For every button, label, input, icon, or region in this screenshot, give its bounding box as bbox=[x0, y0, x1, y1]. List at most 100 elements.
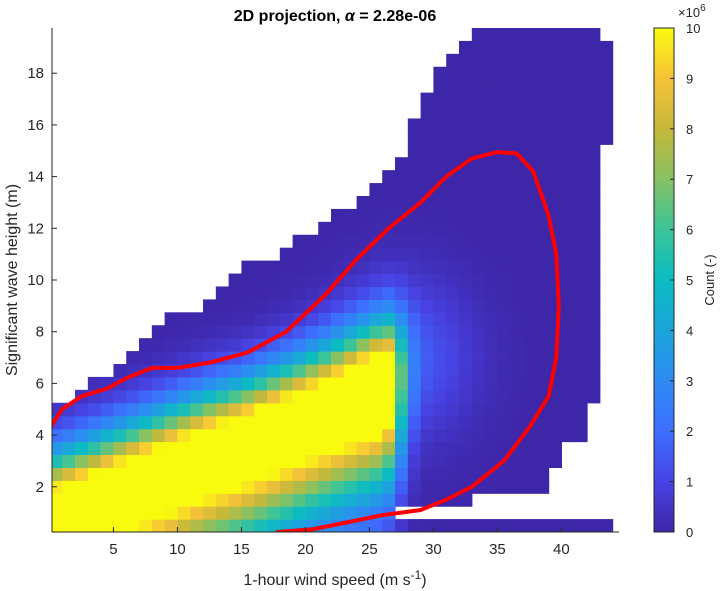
heatmap-cell bbox=[382, 376, 396, 391]
heatmap-cell bbox=[113, 506, 127, 520]
heatmap-cell bbox=[343, 389, 358, 404]
heatmap-cell bbox=[548, 118, 562, 132]
heatmap-cell bbox=[356, 415, 371, 430]
heatmap-cell bbox=[420, 402, 435, 417]
heatmap-cell bbox=[446, 234, 460, 249]
heatmap-cell bbox=[151, 402, 166, 417]
colorbar-tick-label: 3 bbox=[686, 374, 693, 389]
heatmap-cell bbox=[241, 428, 255, 443]
heatmap-cell bbox=[113, 467, 127, 481]
heatmap-cell bbox=[267, 454, 281, 468]
heatmap-cell bbox=[305, 493, 319, 507]
heatmap-cell bbox=[62, 454, 76, 468]
heatmap-cell bbox=[420, 260, 435, 275]
heatmap-cell bbox=[574, 221, 588, 236]
heatmap-cell bbox=[331, 376, 345, 391]
heatmap-cell bbox=[574, 299, 588, 313]
heatmap-cell bbox=[459, 325, 473, 339]
chart-title: 2D projection, α = 2.28e-06 bbox=[234, 8, 437, 25]
heatmap-cell bbox=[241, 376, 255, 391]
heatmap-cell bbox=[318, 493, 332, 507]
heatmap-cell bbox=[151, 325, 166, 339]
heatmap-cell bbox=[420, 312, 435, 326]
heatmap-cell bbox=[535, 454, 550, 468]
heatmap-cell bbox=[561, 389, 575, 404]
heatmap-cell bbox=[561, 28, 575, 42]
heatmap-cell bbox=[574, 519, 588, 532]
heatmap-cell bbox=[599, 53, 614, 68]
colorbar-tick-label: 6 bbox=[686, 223, 693, 238]
heatmap-cell bbox=[446, 299, 460, 313]
heatmap-cell bbox=[484, 92, 499, 107]
heatmap-cell bbox=[471, 131, 486, 145]
heatmap-cell bbox=[510, 53, 524, 68]
heatmap-cell bbox=[292, 338, 307, 352]
heatmap-cell bbox=[356, 286, 371, 300]
heatmap-cell bbox=[459, 389, 473, 404]
heatmap-cell bbox=[497, 519, 511, 532]
heatmap-cell bbox=[574, 66, 588, 81]
heatmap-cell bbox=[446, 325, 460, 339]
heatmap-cell bbox=[484, 196, 499, 210]
heatmap-cell bbox=[382, 286, 396, 300]
heatmap-cell bbox=[395, 286, 409, 300]
heatmap-cell bbox=[100, 480, 115, 494]
heatmap-cell bbox=[535, 157, 550, 171]
heatmap-cell bbox=[331, 299, 345, 313]
heatmap-cell bbox=[484, 118, 499, 132]
heatmap-cell bbox=[433, 351, 447, 365]
heatmap-cell bbox=[190, 351, 204, 365]
heatmap-cell bbox=[395, 247, 409, 262]
heatmap-cell bbox=[407, 221, 422, 236]
heatmap-cell bbox=[510, 389, 524, 404]
heatmap-cell bbox=[497, 53, 511, 68]
heatmap-cell bbox=[510, 467, 524, 481]
heatmap-cell bbox=[446, 364, 460, 378]
heatmap-cell bbox=[535, 312, 550, 326]
heatmap-cell bbox=[446, 183, 460, 197]
heatmap-cell bbox=[587, 260, 601, 275]
heatmap-cell bbox=[164, 338, 179, 352]
heatmap-cell bbox=[382, 299, 396, 313]
heatmap-cell bbox=[561, 118, 575, 132]
heatmap-cell bbox=[420, 519, 435, 532]
heatmap-cell bbox=[356, 493, 371, 507]
heatmap-cell bbox=[574, 157, 588, 171]
heatmap-cell bbox=[446, 467, 460, 481]
heatmap-cell bbox=[215, 402, 230, 417]
heatmap-cell bbox=[459, 338, 473, 352]
heatmap-cell bbox=[267, 493, 281, 507]
heatmap-cell bbox=[382, 493, 396, 507]
x-tick-label: 10 bbox=[169, 541, 186, 558]
heatmap-cell bbox=[343, 312, 358, 326]
heatmap-cell bbox=[343, 467, 358, 481]
heatmap-cell bbox=[395, 325, 409, 339]
heatmap-cell bbox=[215, 454, 230, 468]
heatmap-cell bbox=[151, 428, 166, 443]
heatmap-cell bbox=[433, 105, 447, 120]
heatmap-cell bbox=[279, 376, 294, 391]
contour-layer bbox=[52, 150, 561, 532]
heatmap-cell bbox=[395, 351, 409, 365]
heatmap-cell bbox=[279, 312, 294, 326]
heatmap-cell bbox=[523, 441, 537, 456]
heatmap-cell bbox=[548, 144, 562, 158]
heatmap-cell bbox=[471, 389, 486, 404]
heatmap-cell bbox=[561, 234, 575, 249]
heatmap-cell bbox=[548, 389, 562, 404]
heatmap-cell bbox=[369, 441, 383, 456]
heatmap-cell bbox=[215, 467, 230, 481]
heatmap-cell bbox=[87, 480, 102, 494]
heatmap-cell bbox=[535, 234, 550, 249]
heatmap-cell bbox=[433, 402, 447, 417]
heatmap-cell bbox=[587, 196, 601, 210]
heatmap-cell bbox=[190, 506, 204, 520]
heatmap-cell bbox=[587, 364, 601, 378]
heatmap-cell bbox=[343, 221, 358, 236]
colorbar-tick-label: 4 bbox=[686, 323, 693, 338]
heatmap-cell bbox=[599, 519, 614, 532]
heatmap-cell bbox=[305, 247, 319, 262]
heatmap-cell bbox=[228, 402, 243, 417]
heatmap-cell bbox=[369, 196, 383, 210]
heatmap-cell bbox=[331, 441, 345, 456]
